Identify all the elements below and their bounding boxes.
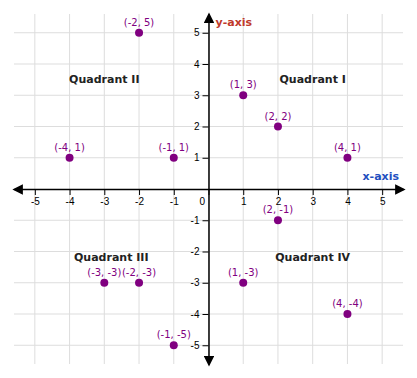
- x-tick-label: -5: [31, 196, 40, 207]
- point: [100, 279, 108, 287]
- x-tick-label: -4: [66, 196, 75, 207]
- y-tick: -1: [191, 215, 209, 226]
- x-tick: 0: [199, 189, 209, 207]
- point: [274, 216, 282, 224]
- x-tick-mark: [243, 189, 244, 195]
- x-tick: -1: [170, 189, 179, 207]
- x-tick-mark: [278, 189, 279, 195]
- y-tick-mark: [203, 95, 209, 96]
- y-tick-label: -3: [191, 277, 200, 288]
- point: [66, 154, 74, 162]
- x-tick: 1: [241, 189, 247, 207]
- point: [170, 341, 178, 349]
- data-label: (-1, -5): [157, 329, 191, 340]
- point: [135, 279, 143, 287]
- y-tick-mark: [203, 64, 209, 65]
- point: [170, 154, 178, 162]
- annotation: Quadrant II: [69, 73, 139, 86]
- x-tick-mark: [313, 189, 314, 195]
- data-label: (2, 2): [265, 111, 292, 122]
- x-tick: -4: [66, 189, 75, 207]
- point: [239, 91, 247, 99]
- x-tick-label: 4: [345, 196, 351, 207]
- x-tick: -5: [31, 189, 40, 207]
- data-label: (-2, -3): [122, 267, 156, 278]
- y-tick-label: 4: [194, 59, 200, 70]
- x-tick: 3: [310, 189, 316, 207]
- x-tick-mark: [174, 189, 175, 195]
- y-tick-mark: [203, 220, 209, 221]
- x-tick-mark: [347, 189, 348, 195]
- y-axis: -5 -4 -3 -2 -1 1 2 3 4 5: [191, 15, 209, 365]
- data-label: (4, -4): [332, 298, 363, 309]
- x-tick-mark: [104, 189, 105, 195]
- y-tick-label: 2: [194, 121, 200, 132]
- point: [239, 279, 247, 287]
- y-tick-label: -4: [191, 309, 200, 320]
- x-tick-label: 5: [380, 196, 386, 207]
- y-tick: -5: [191, 340, 209, 351]
- y-tick: -4: [191, 309, 209, 320]
- x-tick-label: -2: [135, 196, 144, 207]
- y-axis-title: y-axis: [216, 16, 253, 29]
- data-label: (1, 3): [230, 79, 257, 90]
- points: [66, 29, 352, 350]
- y-tick: 1: [194, 152, 209, 163]
- data-label: (4, 1): [334, 142, 361, 153]
- y-tick-label: 5: [194, 27, 200, 38]
- y-tick: 2: [194, 121, 209, 132]
- x-tick: -3: [100, 189, 109, 207]
- data-label: (-4, 1): [54, 142, 85, 153]
- x-tick-label: 0: [199, 196, 205, 207]
- x-tick-mark: [35, 189, 36, 195]
- y-tick-label: -1: [191, 215, 200, 226]
- y-tick-label: -5: [191, 340, 200, 351]
- y-tick-mark: [203, 33, 209, 34]
- point: [343, 310, 351, 318]
- data-label: (-2, 5): [124, 17, 155, 28]
- x-tick-label: -1: [170, 196, 179, 207]
- point: [343, 154, 351, 162]
- y-tick-mark: [203, 127, 209, 128]
- y-tick: 5: [194, 27, 209, 38]
- data-label: (1, -3): [228, 267, 259, 278]
- y-tick-label: 3: [194, 90, 200, 101]
- x-tick: 4: [345, 189, 351, 207]
- x-tick: 5: [380, 189, 386, 207]
- y-tick-label: -2: [191, 246, 200, 257]
- annotation: Quadrant III: [74, 251, 149, 264]
- x-tick-mark: [70, 189, 71, 195]
- annotations: Quadrant I Quadrant II Quadrant III Quadran…: [69, 73, 351, 264]
- x-tick-mark: [139, 189, 140, 195]
- point: [135, 29, 143, 37]
- x-tick: -2: [135, 189, 144, 207]
- y-tick: -3: [191, 277, 209, 288]
- y-tick: -2: [191, 246, 209, 257]
- data-label: (-1, 1): [159, 142, 190, 153]
- y-tick-mark: [203, 314, 209, 315]
- x-tick-label: 1: [241, 196, 247, 207]
- y-tick-label: 1: [194, 152, 200, 163]
- x-axis-title: x-axis: [363, 170, 400, 183]
- y-tick: 3: [194, 90, 209, 101]
- y-tick-mark: [203, 252, 209, 253]
- annotation: Quadrant I: [280, 73, 346, 86]
- y-tick-mark: [203, 345, 209, 346]
- y-tick-mark: [203, 158, 209, 159]
- x-tick-label: 3: [310, 196, 316, 207]
- grid: [14, 14, 403, 364]
- data-label: (2, -1): [263, 204, 294, 215]
- x-tick-label: -3: [100, 196, 109, 207]
- y-axis-line: [208, 15, 210, 365]
- data-labels: (1, 3) (2, 2) (4, 1) (-1, 1) (-2, 5) (-4, 1) (…: [54, 17, 362, 341]
- y-tick: 4: [194, 59, 209, 70]
- annotation: Quadrant IV: [275, 251, 350, 264]
- y-tick-mark: [203, 283, 209, 284]
- x-tick-mark: [382, 189, 383, 195]
- point: [274, 123, 282, 131]
- data-label: (-3, -3): [87, 267, 121, 278]
- chart: -5-4-3-2-1012345-5-4-3-2-112345x-axisy-a…: [0, 0, 417, 378]
